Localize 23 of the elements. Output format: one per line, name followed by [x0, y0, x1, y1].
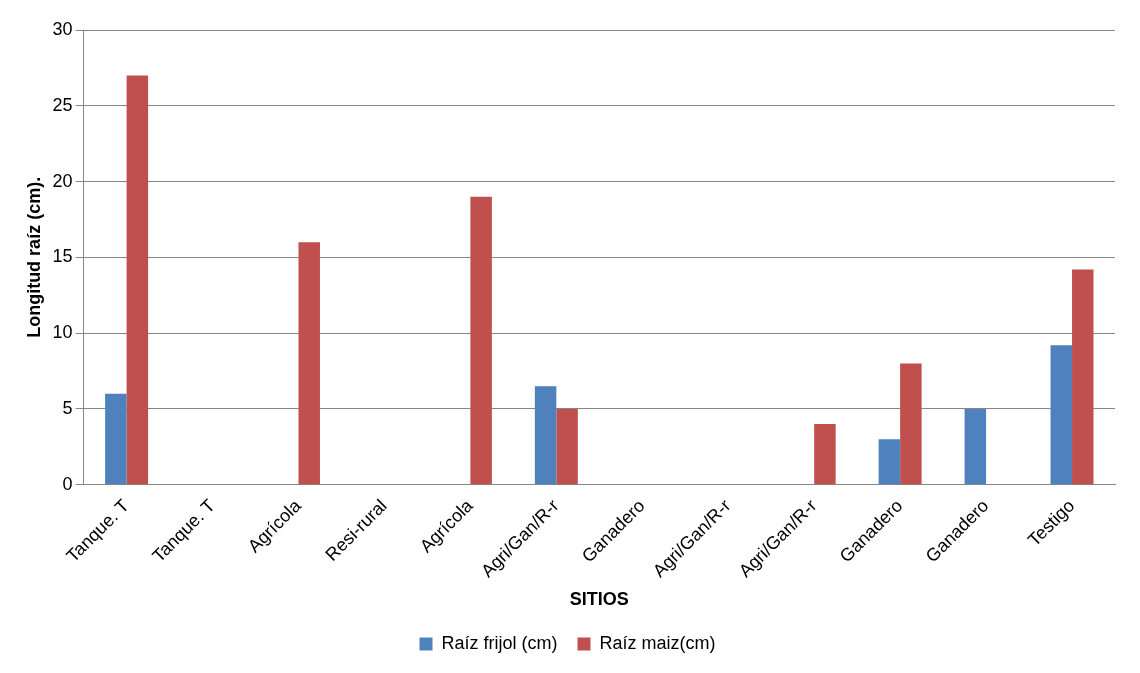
- y-axis-title: Longitud raíz (cm).: [23, 176, 44, 338]
- bar: [126, 75, 149, 485]
- bar: [900, 363, 922, 485]
- y-tick-label: 30: [52, 18, 73, 39]
- bar: [105, 393, 127, 485]
- y-tick-label: 0: [62, 473, 73, 494]
- bar: [814, 424, 836, 485]
- bar: [878, 439, 901, 485]
- bar: [1050, 345, 1073, 485]
- x-axis-title: SITIOS: [569, 589, 629, 610]
- y-tick-label: 10: [52, 322, 73, 343]
- legend-label: Raíz maiz(cm): [599, 632, 716, 653]
- y-tick-label: 5: [62, 397, 73, 418]
- y-tick-label: 15: [52, 246, 73, 267]
- bar: [1072, 269, 1094, 485]
- bar: [964, 408, 987, 485]
- y-tick-label: 20: [52, 170, 73, 191]
- bar: [470, 196, 492, 485]
- bar: [556, 408, 578, 485]
- y-tick-label: 25: [52, 94, 73, 115]
- legend-label: Raíz frijol (cm): [441, 632, 558, 653]
- bar: [534, 386, 557, 485]
- bar: [298, 242, 320, 485]
